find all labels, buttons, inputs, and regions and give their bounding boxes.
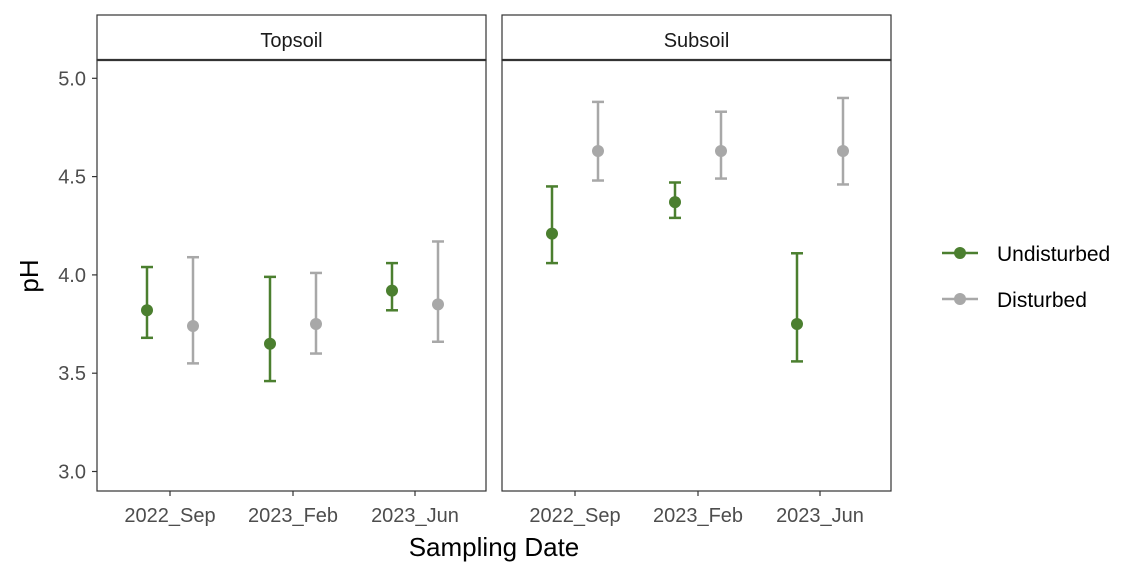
data-point bbox=[791, 318, 803, 331]
x-axis-title: Sampling Date bbox=[409, 532, 580, 562]
y-tick-label: 4.0 bbox=[58, 265, 86, 287]
x-tick-label: 2023_Feb bbox=[653, 505, 743, 527]
y-tick-label: 4.5 bbox=[58, 167, 86, 189]
data-point bbox=[592, 145, 604, 158]
facet-strip bbox=[96, 14, 487, 61]
data-point bbox=[546, 227, 558, 240]
data-point bbox=[141, 304, 153, 317]
errorbar bbox=[546, 185, 558, 265]
y-tick-label: 3.0 bbox=[58, 462, 86, 484]
data-point bbox=[715, 145, 727, 158]
y-tick-label: 3.5 bbox=[58, 363, 86, 385]
data-point bbox=[669, 196, 681, 209]
errorbar bbox=[837, 96, 849, 186]
errorbar bbox=[592, 100, 604, 182]
x-tick-label: 2022_Sep bbox=[529, 505, 620, 527]
data-point bbox=[837, 145, 849, 158]
y-axis-title: pH bbox=[14, 259, 44, 292]
errorbar bbox=[187, 255, 199, 365]
legend-label: Undisturbed bbox=[997, 243, 1110, 266]
facet-panel: Subsoil 2022_Sep 2023_Feb 2023_Jun bbox=[501, 14, 892, 527]
facet-title: Topsoil bbox=[260, 30, 322, 52]
facet-title: Subsoil bbox=[664, 30, 730, 52]
data-point bbox=[264, 337, 276, 350]
x-tick-label: 2023_Jun bbox=[776, 505, 864, 527]
errorbar bbox=[310, 271, 322, 355]
x-tick-label: 2023_Jun bbox=[371, 505, 459, 527]
facet-strip bbox=[501, 14, 892, 61]
legend-label: Disturbed bbox=[997, 289, 1087, 312]
plot-layer: 3.0 3.5 4.0 4.5 5.0 Topsoil 2022_Sep 2023_Feb 20… bbox=[58, 14, 892, 527]
errorbar bbox=[791, 252, 803, 363]
data-point bbox=[187, 320, 199, 333]
errorbar bbox=[264, 275, 276, 383]
facet-panel: Topsoil 2022_Sep 2023_Feb 2023_Jun bbox=[96, 14, 487, 527]
errorbar bbox=[141, 265, 153, 340]
legend-key-point bbox=[954, 293, 966, 305]
x-tick-label: 2022_Sep bbox=[124, 505, 215, 527]
panel-border bbox=[501, 59, 892, 492]
data-point bbox=[386, 284, 398, 297]
x-tick-label: 2023_Feb bbox=[248, 505, 338, 527]
legend-key-point bbox=[954, 247, 966, 259]
data-point bbox=[432, 298, 444, 311]
errorbar bbox=[432, 240, 444, 343]
panel-border bbox=[96, 59, 487, 492]
y-tick-label: 5.0 bbox=[58, 68, 86, 90]
legend: Undisturbed Disturbed bbox=[942, 243, 1110, 312]
data-point bbox=[310, 318, 322, 331]
